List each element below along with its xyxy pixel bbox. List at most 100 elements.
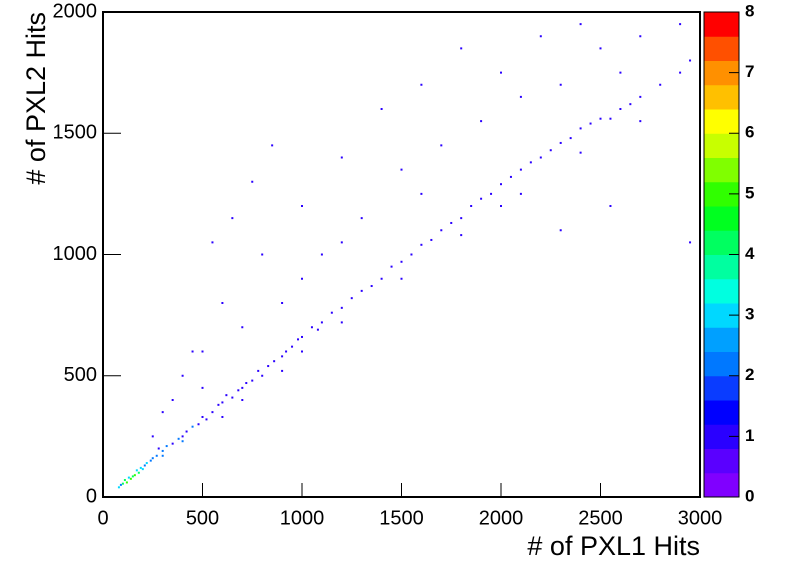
bin (320, 321, 323, 324)
bin (301, 335, 303, 338)
bin (151, 457, 154, 460)
colorbar-cell (704, 206, 739, 231)
bin (151, 435, 154, 438)
colorbar-cell (704, 278, 739, 304)
bin (619, 71, 622, 74)
x-tick-label: 2000 (479, 507, 524, 529)
z-tick-label: 4 (745, 244, 755, 263)
z-tick-label: 0 (745, 486, 754, 505)
bin (221, 401, 224, 404)
bin (519, 192, 522, 195)
bin (217, 403, 220, 406)
z-tick-label: 6 (745, 123, 754, 142)
bin (599, 117, 602, 120)
bin (251, 180, 254, 183)
x-tick-label: 1500 (379, 507, 424, 529)
bin (360, 289, 363, 292)
colorbar-cell (704, 36, 739, 61)
y-tick-label: 0 (86, 485, 97, 507)
bin (297, 338, 300, 341)
bin (679, 23, 682, 26)
bin (135, 469, 138, 472)
bin (500, 205, 502, 207)
bin (245, 382, 248, 385)
bin (440, 229, 443, 232)
bin (273, 360, 276, 363)
bin (301, 277, 303, 280)
bin (559, 141, 562, 144)
bin (181, 374, 184, 377)
bin (559, 229, 562, 232)
bin (340, 321, 343, 324)
bin (316, 328, 319, 331)
bin (261, 253, 264, 256)
bin (609, 205, 612, 207)
colorbar-cell (704, 12, 739, 37)
bin (619, 108, 622, 110)
bin (257, 369, 260, 372)
bin (281, 369, 284, 372)
colorbar-cell (704, 230, 739, 255)
y-tick-label: 1000 (53, 243, 98, 265)
bin (221, 302, 224, 304)
bin (609, 117, 612, 120)
x-tick-label: 1000 (280, 507, 325, 529)
bin (490, 192, 493, 195)
bin (205, 418, 208, 421)
bin (400, 260, 403, 263)
colorbar-cell (704, 84, 739, 110)
bin (579, 151, 582, 154)
bin (141, 468, 144, 471)
bin (145, 462, 148, 465)
bin (165, 445, 168, 448)
z-tick-label: 5 (745, 183, 754, 202)
bin (241, 326, 244, 329)
bin (225, 394, 228, 397)
bin (380, 108, 383, 110)
bin (129, 477, 132, 480)
bin (281, 302, 284, 304)
colorbar-cell (704, 157, 739, 183)
bin (400, 277, 403, 280)
bin (340, 156, 343, 159)
bin (191, 425, 194, 428)
bin (440, 144, 443, 147)
z-tick-label: 3 (745, 305, 754, 324)
bin (589, 122, 592, 125)
bin (569, 137, 572, 140)
bin (181, 435, 184, 438)
bin (261, 374, 264, 377)
bin (201, 386, 204, 389)
colorbar-cell (704, 448, 739, 474)
bin (181, 440, 184, 443)
bin (400, 168, 403, 171)
bin (320, 253, 323, 256)
bin (231, 396, 234, 399)
bin (271, 144, 274, 147)
bin (139, 466, 142, 469)
bin (121, 482, 124, 485)
bin (410, 253, 413, 256)
bin (211, 241, 214, 244)
colorbar-cell (704, 400, 739, 425)
bin (579, 23, 582, 26)
bin (127, 476, 130, 479)
bin (171, 399, 174, 401)
bin (185, 430, 188, 433)
bin (119, 483, 122, 486)
bin (340, 306, 343, 309)
y-tick-label: 2000 (53, 0, 98, 22)
bin (237, 389, 240, 392)
bin (639, 120, 642, 123)
bin (285, 350, 288, 353)
bin (519, 168, 522, 171)
bin (450, 221, 453, 224)
bin (211, 411, 214, 414)
bin (133, 474, 136, 477)
bin (689, 59, 692, 62)
z-tick-label: 2 (745, 365, 754, 384)
bin (350, 297, 353, 300)
bin (370, 285, 373, 288)
colorbar-cell (704, 375, 739, 401)
